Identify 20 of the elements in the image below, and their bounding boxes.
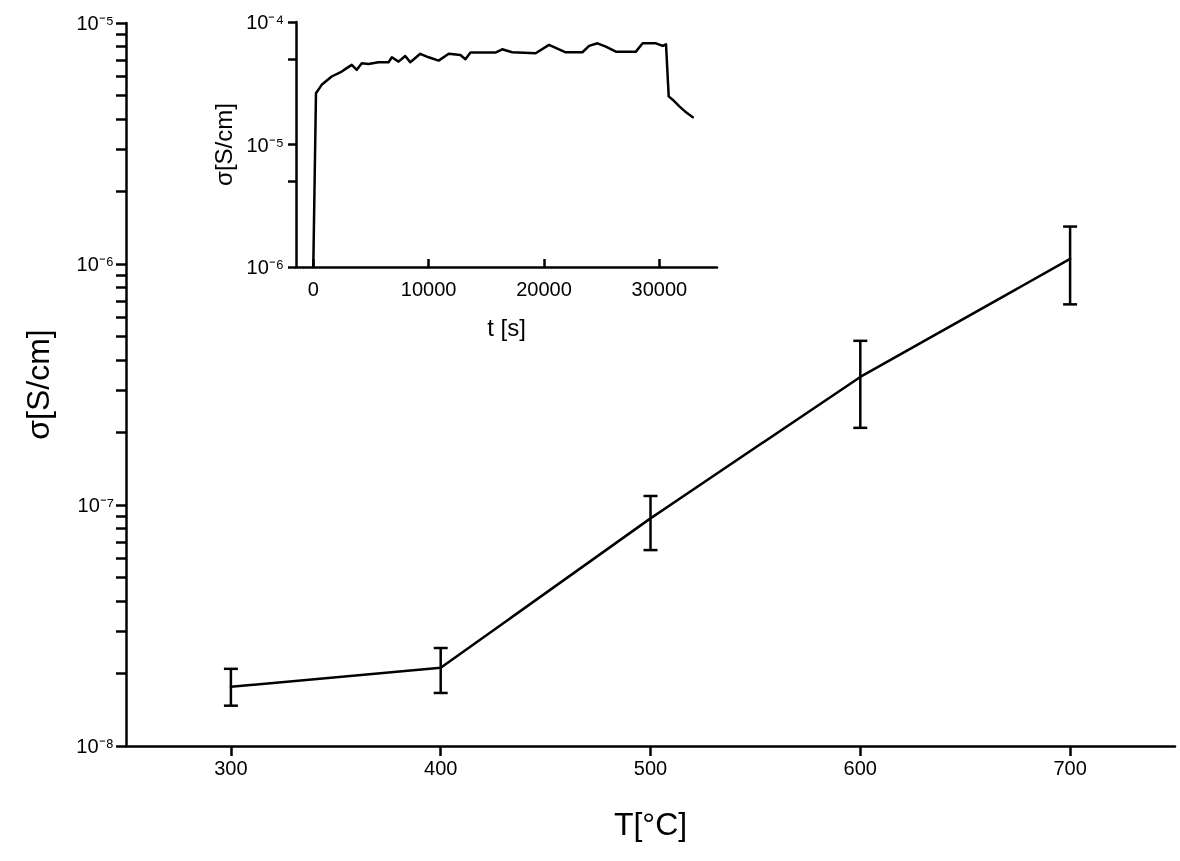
y-tick-label: 10⁻⁶ (76, 253, 114, 275)
y-axis-title: σ[S/cm] (209, 103, 237, 186)
x-tick-label: 700 (1053, 757, 1087, 779)
x-tick-label: 0 (307, 278, 319, 300)
x-tick-label: 500 (633, 757, 668, 779)
x-tick-label: 600 (843, 757, 877, 779)
y-tick-label: 10⁻⁴ (246, 11, 284, 33)
y-tick-label: 10⁻⁵ (76, 12, 114, 34)
x-tick-label: 400 (424, 757, 458, 779)
y-tick-label: 10⁻⁷ (77, 494, 114, 516)
y-tick-label: 10⁻⁶ (246, 256, 284, 278)
y-axis-title: σ[S/cm] (20, 329, 56, 440)
x-tick-label: 10000 (400, 278, 457, 300)
x-tick-label: 20000 (516, 278, 572, 300)
x-axis-title: T[°C] (613, 806, 688, 842)
y-tick-label: 10⁻⁸ (76, 735, 114, 757)
y-tick-label: 10⁻⁵ (246, 133, 284, 156)
x-tick-label: 300 (214, 757, 248, 779)
x-axis-title: t [s] (487, 313, 526, 341)
x-tick-label: 30000 (631, 278, 688, 300)
